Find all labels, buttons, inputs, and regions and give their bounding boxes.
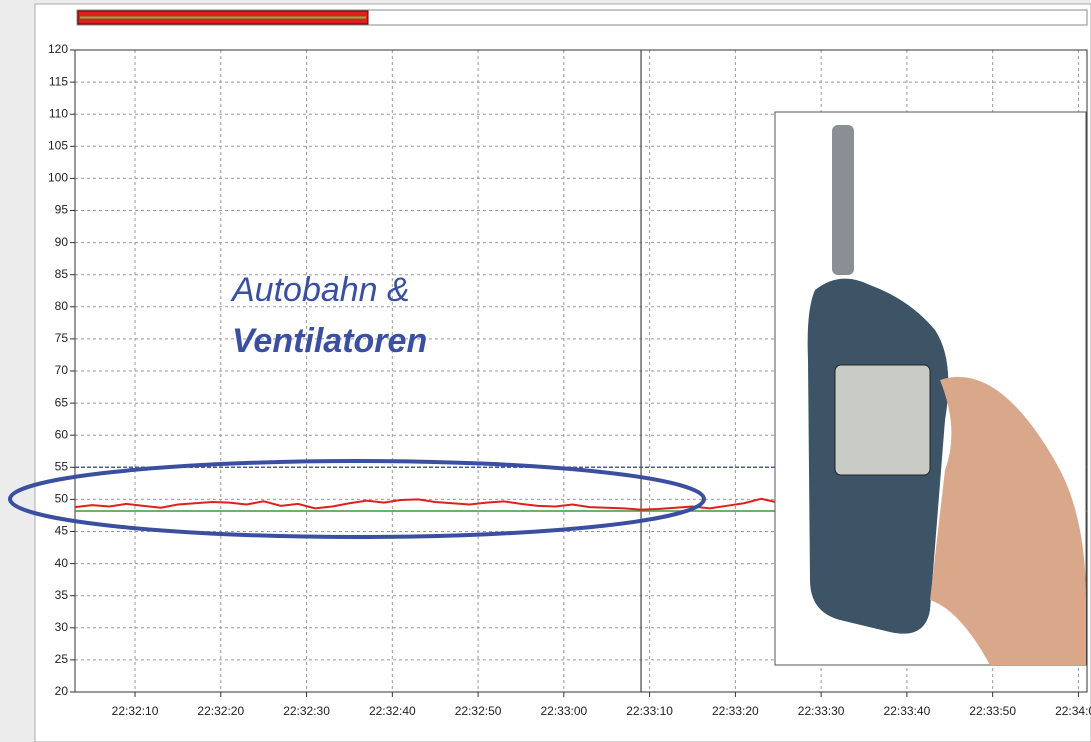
y-tick-label: 100	[48, 171, 68, 185]
annotation: Ventilatoren	[232, 322, 427, 360]
x-tick-label: 22:32:30	[283, 704, 330, 718]
x-tick-label: 22:32:50	[455, 704, 502, 718]
y-tick-label: 90	[55, 235, 69, 249]
screen	[835, 365, 930, 475]
x-tick-label: 22:33:40	[884, 704, 931, 718]
y-tick-label: 85	[55, 267, 69, 281]
chart: 20 25 30 35 40 45 50 55 60 65 70 75 80 85 90 95 100 105 11…	[0, 0, 1091, 742]
x-tick-label: 22:33:10	[626, 704, 673, 718]
y-tick-label: 110	[49, 106, 68, 120]
x-tick-label: 22:32:40	[369, 704, 416, 718]
y-tick-label: 55	[55, 459, 69, 473]
y-tick-label: 95	[55, 203, 69, 217]
y-tick-label: 75	[55, 331, 69, 345]
y-tick-label: 30	[55, 620, 69, 634]
y-tick-label: 25	[55, 652, 69, 666]
y-tick-label: 60	[55, 427, 69, 441]
x-tick-label: 22:33:30	[798, 704, 845, 718]
x-tick-label: 22:33:20	[712, 704, 759, 718]
x-tick-label: 22:32:10	[112, 704, 159, 718]
x-tick-label: 22:33:00	[540, 704, 587, 718]
y-tick-label: 40	[55, 556, 69, 570]
y-tick-label: 20	[55, 684, 69, 698]
y-tick-label: 65	[55, 395, 69, 409]
y-tick-label: 80	[55, 299, 69, 313]
y-tick-label: 105	[48, 138, 68, 152]
y-tick-label: 35	[55, 588, 69, 602]
y-tick-label: 50	[55, 492, 69, 506]
x-tick-label: 22:33:50	[969, 704, 1016, 718]
annotation: Autobahn &	[230, 271, 410, 309]
device-photo	[775, 112, 1086, 665]
y-tick-label: 115	[49, 74, 68, 88]
y-tick-label: 120	[48, 42, 68, 56]
y-tick-label: 45	[55, 524, 69, 538]
x-tick-label: 22:32:20	[197, 704, 244, 718]
mic-rod	[832, 125, 854, 275]
y-tick-label: 70	[55, 363, 69, 377]
x-tick-label: 22:34:00	[1055, 704, 1091, 718]
